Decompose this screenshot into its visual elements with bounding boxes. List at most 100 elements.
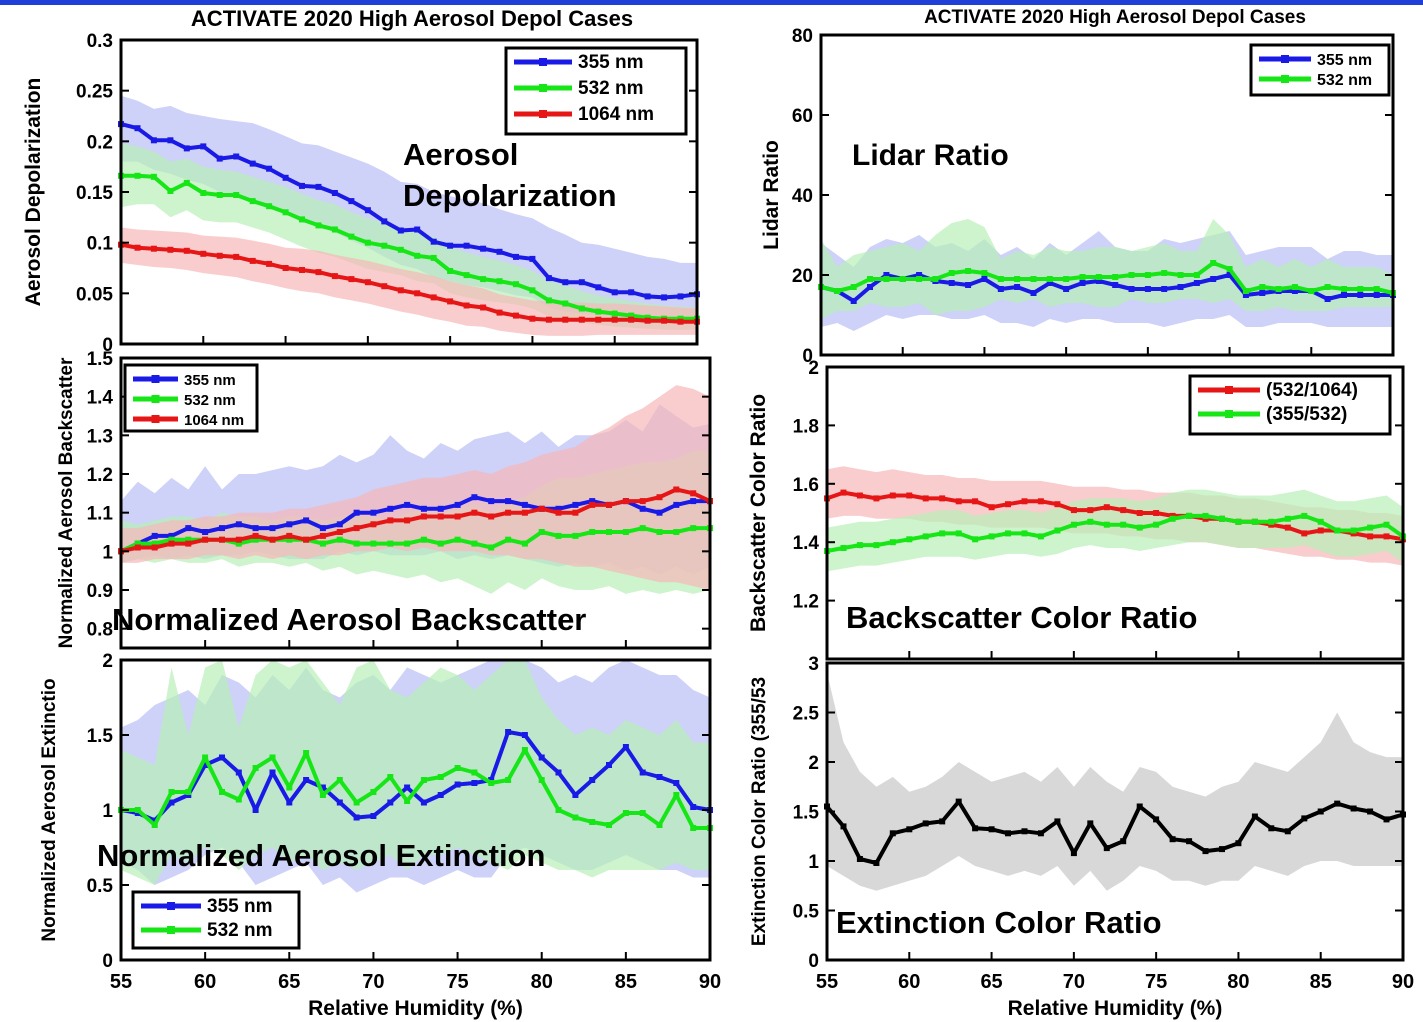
legend-marker-355-nm xyxy=(1281,55,1289,63)
y-tick-label: 1.4 xyxy=(87,388,114,409)
chart-title: ACTIVATE 2020 High Aerosol Depol Cases xyxy=(191,6,633,31)
data-point-355-nm xyxy=(529,255,536,262)
data-point-355-nm xyxy=(690,498,697,505)
data-point-355-nm xyxy=(673,780,680,786)
data-point-355-nm xyxy=(1357,292,1364,298)
data-point-355-nm xyxy=(1063,286,1070,292)
data-point-532-1064 xyxy=(1136,510,1143,516)
data-point-532-nm xyxy=(555,532,562,539)
y-tick-label: 0 xyxy=(802,346,813,367)
data-point-1064-nm xyxy=(134,544,141,551)
data-point-1064-nm xyxy=(656,494,663,501)
y-tick-label: 0 xyxy=(808,951,819,972)
x-tick-label: 85 xyxy=(615,971,637,993)
data-point-355-532 xyxy=(1350,527,1357,534)
y-tick-label: 1.2 xyxy=(87,465,113,486)
data-point-1064-nm xyxy=(348,276,355,283)
data-point-532-nm xyxy=(488,544,495,551)
data-point-355-nm xyxy=(639,769,646,776)
x-axis-label: Relative Humidity (%) xyxy=(1008,997,1223,1020)
legend-box xyxy=(1249,43,1391,97)
data-point-532-nm xyxy=(883,276,890,282)
x-tick-label: 65 xyxy=(278,971,300,993)
data-point-1064-nm xyxy=(538,505,545,512)
data-point-355-nm xyxy=(1095,278,1102,284)
data-point-355-532 xyxy=(873,542,880,549)
data-point-series xyxy=(1120,838,1127,845)
data-point-355-nm xyxy=(420,505,427,512)
data-point-1064-nm xyxy=(183,247,190,254)
data-point-532-nm xyxy=(595,308,602,315)
data-point-355-nm xyxy=(404,784,411,791)
data-point-series xyxy=(1284,828,1291,835)
data-point-1064-nm xyxy=(505,509,512,516)
y-tick-label: 0.5 xyxy=(87,876,114,897)
data-point-355-nm xyxy=(200,143,207,150)
data-point-355-nm xyxy=(319,525,326,532)
data-point-532-nm xyxy=(202,754,209,761)
data-point-1064-nm xyxy=(331,273,338,280)
data-point-532-nm xyxy=(299,216,305,223)
data-point-355-532 xyxy=(1070,521,1077,528)
chart-title: ACTIVATE 2020 High Aerosol Depol Cases xyxy=(924,7,1306,28)
data-point-355-nm xyxy=(336,799,343,806)
data-point-355-532 xyxy=(972,536,979,543)
data-point-1064-nm xyxy=(447,298,454,305)
data-point-532-nm xyxy=(249,198,256,205)
data-point-532-nm xyxy=(282,209,289,216)
data-point-532-nm xyxy=(572,532,579,539)
data-point-532-nm xyxy=(1046,276,1053,282)
data-point-532-nm xyxy=(235,796,242,803)
data-point-532-nm xyxy=(370,540,377,547)
data-point-532-nm xyxy=(447,268,454,274)
data-point-355-nm xyxy=(1242,292,1249,298)
y-tick-label: 0.8 xyxy=(87,620,113,641)
data-point-532-nm xyxy=(353,799,360,806)
data-point-532-nm xyxy=(1275,286,1282,292)
data-point-532-nm xyxy=(1177,272,1184,278)
data-point-355-nm xyxy=(269,769,276,776)
data-point-1064-nm xyxy=(387,517,394,524)
data-point-355-nm xyxy=(202,762,209,768)
data-point-355-nm xyxy=(269,525,276,532)
data-point-355-nm xyxy=(353,509,360,516)
panel-backscatter-color-ratio: 1.2 1.4 1.6 1.8 2 Backscatter Color Ratio Back… xyxy=(747,358,1406,661)
data-point-355-nm xyxy=(656,509,663,516)
y-tick-label: 1.5 xyxy=(87,726,114,747)
x-tick-label: 80 xyxy=(531,971,553,993)
data-point-1064-nm xyxy=(529,315,536,322)
data-point-355-nm xyxy=(578,279,585,286)
data-point-series xyxy=(1037,830,1044,837)
data-point-532-nm xyxy=(496,278,503,285)
panel-annotation: Backscatter Color Ratio xyxy=(846,600,1197,635)
data-point-532-1064 xyxy=(1383,533,1390,540)
data-point-355-nm xyxy=(1014,284,1021,290)
data-point-532-nm xyxy=(167,188,174,194)
data-point-532-nm xyxy=(628,312,635,319)
data-point-355-nm xyxy=(1373,292,1380,298)
data-point-532-nm xyxy=(622,810,629,816)
data-point-532-nm xyxy=(348,233,355,240)
y-tick-label: 1.4 xyxy=(793,533,820,554)
data-point-355-nm xyxy=(370,813,377,819)
x-tick-label: 90 xyxy=(699,971,721,993)
data-point-532-nm xyxy=(1014,276,1021,282)
legend-label-1064-nm: 1064 nm xyxy=(578,104,654,125)
data-point-355-nm xyxy=(348,198,355,205)
data-point-532-nm xyxy=(286,784,293,791)
data-point-355-nm xyxy=(981,276,988,282)
x-axis-label: Relative Humidity (%) xyxy=(308,997,523,1020)
data-point-series xyxy=(1070,850,1077,857)
data-point-532-1064 xyxy=(972,498,979,505)
data-point-532-1064 xyxy=(906,492,913,499)
data-point-355-532 xyxy=(1251,518,1258,525)
data-point-series xyxy=(1219,846,1225,853)
data-point-355-532 xyxy=(1202,512,1209,519)
data-point-532-nm xyxy=(948,270,955,276)
data-point-355-nm xyxy=(454,781,461,788)
data-point-532-nm xyxy=(353,540,360,547)
data-point-1064-nm xyxy=(622,498,629,505)
data-point-355-532 xyxy=(1136,524,1143,531)
data-point-532-nm xyxy=(420,777,427,783)
data-point-532-nm xyxy=(319,792,326,798)
